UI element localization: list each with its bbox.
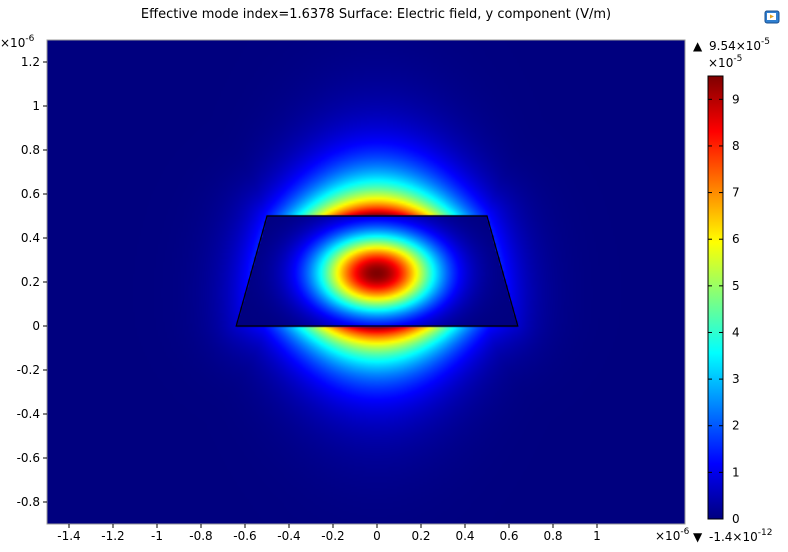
field-heatmap	[47, 40, 685, 524]
colorbar-min-value: -1.4×10	[709, 530, 758, 544]
x-tick-label: 0.8	[543, 529, 562, 543]
x-tick-label: -1.2	[101, 529, 124, 543]
x-tick-label: -0.4	[277, 529, 300, 543]
y-multiplier-exp: -6	[25, 34, 34, 44]
y-tick-label: 1	[32, 99, 40, 113]
y-tick-label: 0	[32, 319, 40, 333]
colorbar-gradient	[707, 75, 724, 520]
y-tick-label: 1.2	[21, 55, 40, 69]
colorbar-multiplier: ×10-5	[708, 54, 742, 70]
colorbar-tick-label: 3	[732, 372, 740, 386]
y-tick-label: 0.8	[21, 143, 40, 157]
colorbar-max-exp: -5	[761, 37, 770, 47]
x-tick-label: 1	[593, 529, 601, 543]
colorbar-tick-label: 6	[732, 232, 740, 246]
x-multiplier-base: ×10	[655, 529, 680, 543]
colorbar-max-value: 9.54×10	[709, 39, 761, 53]
colorbar-max-marker: ▲	[693, 39, 703, 53]
colorbar-tick-label: 4	[732, 325, 740, 339]
y-tick-label: 0.4	[21, 231, 40, 245]
chart-title: Effective mode index=1.6378 Surface: Ele…	[141, 7, 611, 22]
x-tick-label: -1.4	[57, 529, 80, 543]
y-axis-multiplier: ×10-6	[0, 34, 35, 50]
x-tick-label: -0.2	[321, 529, 344, 543]
colorbar-tick-label: 2	[732, 419, 740, 433]
x-tick-label: 0.2	[411, 529, 430, 543]
y-tick-label: -0.2	[17, 363, 40, 377]
x-axis-multiplier: ×10-6	[655, 527, 690, 543]
x-tick-label: 0.4	[455, 529, 474, 543]
colorbar-tick-label: 0	[732, 512, 740, 526]
x-tick-label: -0.8	[189, 529, 212, 543]
waveguide-outline	[235, 215, 519, 327]
colorbar-tick-label: 9	[732, 92, 740, 106]
x-tick-label: 0	[373, 529, 381, 543]
x-axis: -1.4 -1.2 -1 -0.8 -0.6 -0.4 -0.2 0 0.2 0.4 0.6 0.8 1	[57, 524, 601, 543]
colorbar-min-label: -1.4×10-12	[709, 528, 772, 544]
y-tick-label: -0.4	[17, 407, 40, 421]
colorbar-multiplier-exp: -5	[733, 54, 742, 64]
colorbar-multiplier-base: ×10	[708, 56, 733, 70]
x-multiplier-exp: -6	[680, 527, 689, 537]
y-tick-label: -0.8	[17, 495, 40, 509]
plot-area	[46, 39, 686, 525]
colorbar-ticks: 0 1 2 3 4 5 6 7 8 9	[708, 92, 740, 526]
colorbar-min-marker: ▼	[693, 530, 703, 544]
export-button[interactable]	[764, 9, 780, 24]
colorbar-max-label: 9.54×10-5	[709, 37, 770, 53]
export-icon	[764, 10, 780, 24]
colorbar-tick-label: 8	[732, 139, 740, 153]
colorbar-tick-label: 5	[732, 279, 740, 293]
colorbar-tick-label: 1	[732, 465, 740, 479]
x-tick-label: 0.6	[499, 529, 518, 543]
y-tick-label: 0.6	[21, 187, 40, 201]
y-multiplier-base: ×10	[0, 36, 25, 50]
y-tick-label: -0.6	[17, 451, 40, 465]
x-tick-label: -1	[151, 529, 163, 543]
x-tick-label: -0.6	[233, 529, 256, 543]
colorbar-tick-label: 7	[732, 186, 740, 200]
y-tick-label: 0.2	[21, 275, 40, 289]
colorbar-min-exp: -12	[758, 528, 773, 538]
y-axis: 1.2 1 0.8 0.6 0.4 0.2 0 -0.2 -0.4 -0.6 -0.8	[17, 55, 47, 509]
